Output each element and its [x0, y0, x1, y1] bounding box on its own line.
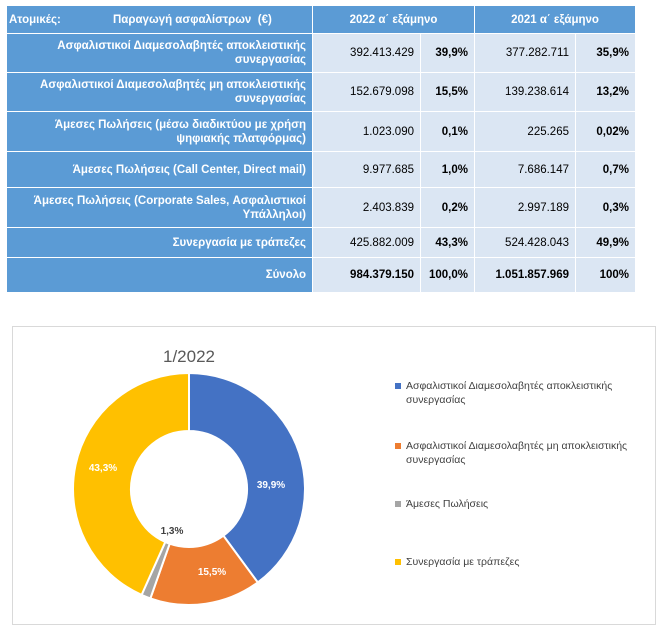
- percent-2021: 0,3%: [575, 187, 636, 228]
- value-2021: 139.238.614: [474, 72, 576, 112]
- value-2022: 984.379.150: [312, 257, 421, 293]
- row-label: Συνεργασία με τράπεζες: [6, 227, 313, 258]
- legend-label: Συνεργασία με τράπεζες: [406, 556, 520, 568]
- value-2021: 377.282.711: [474, 33, 576, 73]
- row-label: Άμεσες Πωλήσεις (μέσω διαδικτύου με χρήσ…: [6, 111, 313, 152]
- row-label: Ασφαλιστικοί Διαμεσολαβητές αποκλειστική…: [6, 33, 313, 73]
- donut-slice: [188, 371, 306, 584]
- table-row: Ασφαλιστικοί Διαμεσολαβητές αποκλειστική…: [6, 33, 636, 73]
- slice-label: 43,3%: [89, 463, 117, 474]
- percent-2021: 100%: [575, 257, 636, 293]
- legend-item: Ασφαλιστικοί Διαμεσολαβητές μη αποκλειστ…: [395, 439, 650, 467]
- value-2022: 1.023.090: [312, 111, 421, 152]
- percent-2022: 1,0%: [420, 151, 475, 188]
- slice-label: 15,5%: [198, 567, 226, 578]
- percent-2022: 100,0%: [420, 257, 475, 293]
- value-2021: 225.265: [474, 111, 576, 152]
- donut-chart: 39,9% 15,5% 1,3% 43,3%: [72, 371, 306, 606]
- value-2021: 2.997.189: [474, 187, 576, 228]
- percent-2021: 35,9%: [575, 33, 636, 73]
- table-row: Άμεσες Πωλήσεις (μέσω διαδικτύου με χρήσ…: [6, 111, 636, 152]
- percent-2021: 0,7%: [575, 151, 636, 188]
- percent-2022: 0,1%: [420, 111, 475, 152]
- percent-2022: 15,5%: [420, 72, 475, 112]
- chart-title: 1/2022: [163, 347, 215, 366]
- table-row: Άμεσες Πωλήσεις (Corporate Sales, Ασφαλι…: [6, 187, 636, 228]
- value-2021: 7.686.147: [474, 151, 576, 188]
- donut-slice: [72, 371, 190, 597]
- legend-swatch: [395, 501, 401, 507]
- table-row: Ασφαλιστικοί Διαμεσολαβητές μη αποκλειστ…: [6, 72, 636, 112]
- header-unit: (€): [257, 13, 272, 26]
- slice-label: 39,9%: [257, 480, 285, 491]
- table-row: Σύνολο 984.379.150 100,0% 1.051.857.969 100%: [6, 257, 636, 293]
- row-label: Άμεσες Πωλήσεις (Corporate Sales, Ασφαλι…: [6, 187, 313, 228]
- header-label-cell: Ατομικές: Παραγωγή ασφαλίστρων (€): [6, 5, 313, 34]
- header-2021: 2021 α΄ εξάμηνο: [474, 5, 636, 34]
- percent-2021: 0,02%: [575, 111, 636, 152]
- header-prefix: Ατομικές:: [9, 13, 61, 26]
- table-header-row: Ατομικές: Παραγωγή ασφαλίστρων (€) 2022 α…: [6, 5, 636, 34]
- header-2022: 2022 α΄ εξάμηνο: [312, 5, 475, 34]
- value-2022: 2.403.839: [312, 187, 421, 228]
- percent-2021: 13,2%: [575, 72, 636, 112]
- value-2022: 152.679.098: [312, 72, 421, 112]
- legend-label: Ασφαλιστικοί Διαμεσολαβητές μη αποκλειστ…: [406, 440, 628, 466]
- percent-2022: 43,3%: [420, 227, 475, 258]
- legend-swatch: [395, 443, 401, 449]
- percent-2021: 49,9%: [575, 227, 636, 258]
- value-2021: 524.428.043: [474, 227, 576, 258]
- row-label: Ασφαλιστικοί Διαμεσολαβητές μη αποκλειστ…: [6, 72, 313, 112]
- percent-2022: 0,2%: [420, 187, 475, 228]
- legend-swatch: [395, 559, 401, 565]
- table-row: Άμεσες Πωλήσεις (Call Center, Direct mai…: [6, 151, 636, 188]
- value-2022: 425.882.009: [312, 227, 421, 258]
- slice-label: 1,3%: [161, 526, 184, 537]
- legend-label: Ασφαλιστικοί Διαμεσολαβητές αποκλειστική…: [406, 380, 613, 406]
- value-2022: 9.977.685: [312, 151, 421, 188]
- legend-swatch: [395, 383, 401, 389]
- row-label: Σύνολο: [6, 257, 313, 293]
- table-row: Συνεργασία με τράπεζες 425.882.009 43,3% 52…: [6, 227, 636, 258]
- value-2022: 392.413.429: [312, 33, 421, 73]
- header-label: Παραγωγή ασφαλίστρων: [113, 13, 252, 26]
- legend-item: Συνεργασία με τράπεζες: [395, 555, 650, 569]
- legend-label: Άμεσες Πωλήσεις: [406, 498, 489, 510]
- donut-chart-panel: 1/2022 39,9% 15,5% 1,3% 43,3% Ασφαλιστικοί …: [12, 326, 656, 625]
- percent-2022: 39,9%: [420, 33, 475, 73]
- production-table: Ατομικές: Παραγωγή ασφαλίστρων (€) 2022 α…: [6, 5, 636, 293]
- row-label: Άμεσες Πωλήσεις (Call Center, Direct mai…: [6, 151, 313, 188]
- legend-item: Άμεσες Πωλήσεις: [395, 497, 650, 511]
- legend-item: Ασφαλιστικοί Διαμεσολαβητές αποκλειστική…: [395, 379, 650, 407]
- value-2021: 1.051.857.969: [474, 257, 576, 293]
